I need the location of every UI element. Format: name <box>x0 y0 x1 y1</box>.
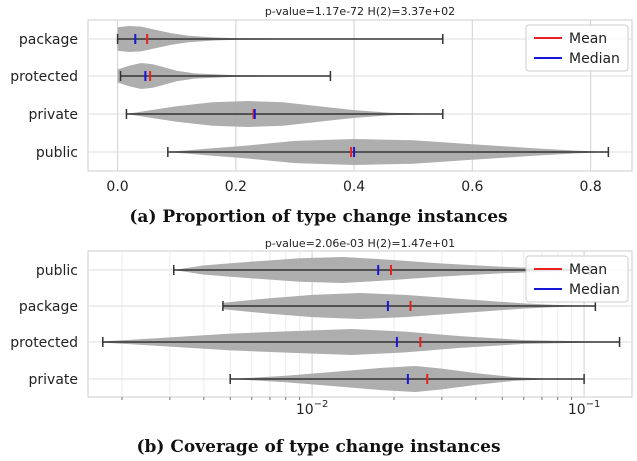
x-tick-label: 0.0 <box>106 179 128 195</box>
category-label: public <box>36 263 78 279</box>
legend-label-median: Median <box>569 51 620 67</box>
legend: Mean Median <box>525 255 629 303</box>
category-label: package <box>19 32 78 48</box>
chart-panel-b: 10−2 10−1 p-value=2.06e-03 H(2)=1.47e+01 pu… <box>10 237 633 418</box>
category-label: private <box>29 107 79 123</box>
chart-title: p-value=1.17e-72 H(2)=3.37e+02 <box>265 5 455 18</box>
chart-title: p-value=2.06e-03 H(2)=1.47e+01 <box>265 237 455 250</box>
x-tick-label: 0.8 <box>579 179 601 195</box>
legend-label-median: Median <box>569 282 620 298</box>
x-tick-label: 0.2 <box>225 179 247 195</box>
legend-label-mean: Mean <box>569 262 607 278</box>
legend-box <box>525 255 629 303</box>
x-tick-label: 10−1 <box>568 399 601 418</box>
category-label: protected <box>10 69 78 85</box>
category-label: package <box>19 299 78 315</box>
chart-panel-a: 0.0 0.2 0.4 0.6 0.8 p-value=1.17e-72 H(2)=3.3… <box>10 5 633 195</box>
legend-box <box>525 24 629 72</box>
x-tick-label: 0.6 <box>461 179 483 195</box>
x-tick-label: 0.4 <box>343 179 365 195</box>
caption-b: (b) Coverage of type change instances <box>136 437 501 457</box>
x-tick-label: 10−2 <box>296 399 329 418</box>
caption-a: (a) Proportion of type change instances <box>129 207 508 227</box>
category-label: private <box>29 372 79 388</box>
legend-label-mean: Mean <box>569 31 607 47</box>
legend: Mean Median <box>525 24 629 72</box>
category-label: protected <box>10 335 78 351</box>
category-label: public <box>36 145 78 161</box>
